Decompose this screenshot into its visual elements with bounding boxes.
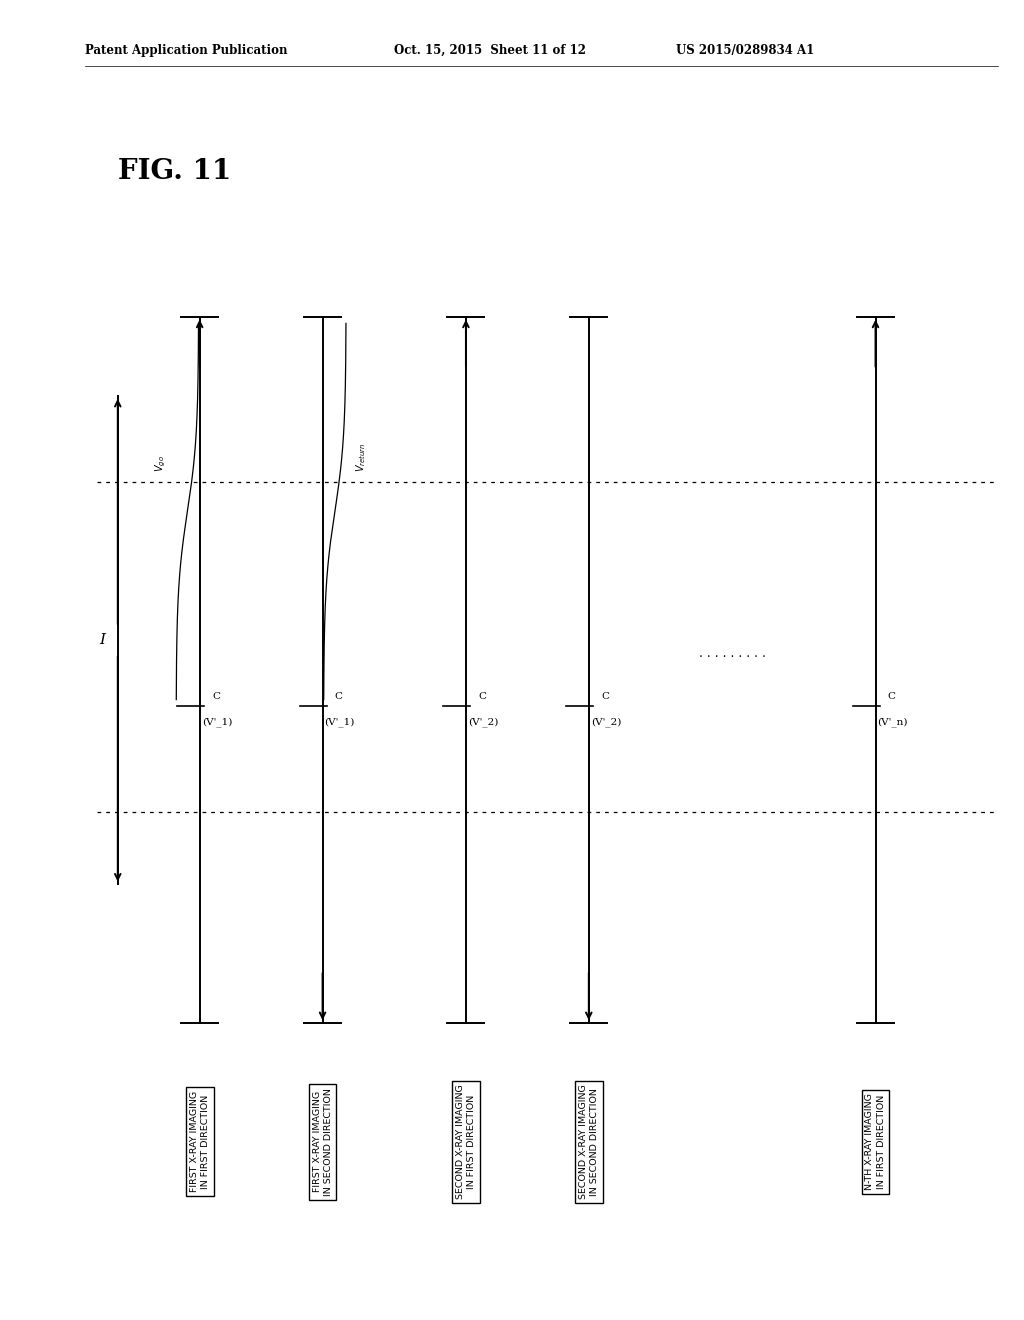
Text: $V_{go}$: $V_{go}$	[154, 455, 168, 471]
Text: C: C	[478, 692, 486, 701]
Text: SECOND X-RAY IMAGING
IN SECOND DIRECTION: SECOND X-RAY IMAGING IN SECOND DIRECTION	[579, 1085, 599, 1199]
Text: (V'_1): (V'_1)	[202, 717, 232, 726]
Text: (V'_n): (V'_n)	[878, 717, 908, 726]
Text: FIG. 11: FIG. 11	[118, 158, 231, 185]
Text: (V'_2): (V'_2)	[591, 717, 622, 726]
Text: FIRST X-RAY IMAGING
IN FIRST DIRECTION: FIRST X-RAY IMAGING IN FIRST DIRECTION	[189, 1092, 210, 1192]
Text: US 2015/0289834 A1: US 2015/0289834 A1	[676, 44, 814, 57]
Text: Oct. 15, 2015  Sheet 11 of 12: Oct. 15, 2015 Sheet 11 of 12	[394, 44, 586, 57]
Text: N-TH X-RAY IMAGING
IN FIRST DIRECTION: N-TH X-RAY IMAGING IN FIRST DIRECTION	[865, 1093, 886, 1191]
Text: Patent Application Publication: Patent Application Publication	[85, 44, 288, 57]
Text: C: C	[212, 692, 220, 701]
Text: FIRST X-RAY IMAGING
IN SECOND DIRECTION: FIRST X-RAY IMAGING IN SECOND DIRECTION	[312, 1088, 333, 1196]
Text: C: C	[888, 692, 896, 701]
Text: C: C	[601, 692, 609, 701]
Text: I: I	[99, 634, 105, 647]
Text: (V'_2): (V'_2)	[468, 717, 499, 726]
Text: (V'_1): (V'_1)	[325, 717, 355, 726]
Text: C: C	[335, 692, 343, 701]
Text: $V_{return}$: $V_{return}$	[354, 442, 369, 471]
Text: . . . . . . . . .: . . . . . . . . .	[698, 647, 766, 660]
Text: SECOND X-RAY IMAGING
IN FIRST DIRECTION: SECOND X-RAY IMAGING IN FIRST DIRECTION	[456, 1085, 476, 1199]
